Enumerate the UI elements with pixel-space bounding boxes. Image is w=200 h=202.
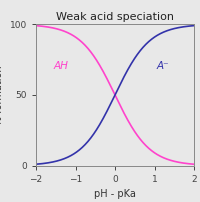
X-axis label: pH - pKa: pH - pKa — [94, 189, 136, 199]
Text: A⁻: A⁻ — [156, 61, 169, 72]
Title: Weak acid speciation: Weak acid speciation — [56, 12, 174, 22]
Y-axis label: % formation: % formation — [0, 65, 4, 125]
Text: AH: AH — [54, 61, 69, 72]
